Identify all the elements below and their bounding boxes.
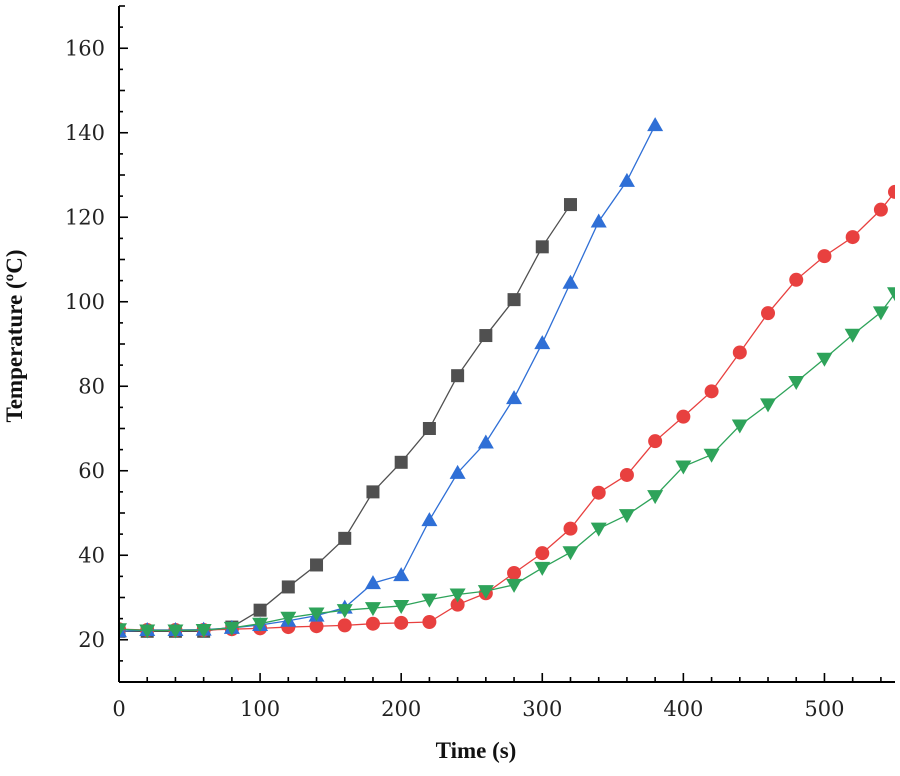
series-4-point bbox=[167, 624, 184, 639]
x-tick-label: 300 bbox=[522, 697, 562, 721]
y-tick-label: 80 bbox=[78, 374, 105, 398]
series-4-point bbox=[119, 623, 127, 638]
series-4 bbox=[119, 287, 895, 639]
series-2-point bbox=[535, 546, 550, 561]
y-axis-title: Temperature (ºC) bbox=[2, 249, 27, 422]
series-1-line bbox=[119, 204, 572, 632]
x-tick-label: 200 bbox=[381, 697, 421, 721]
series-4-point bbox=[731, 419, 748, 434]
y-tick-label: 60 bbox=[78, 459, 105, 483]
x-axis-ticks: 0 100 200 300 400 500 bbox=[112, 673, 882, 721]
series-1-point bbox=[310, 558, 324, 572]
series-4-point bbox=[223, 621, 240, 636]
series-4-point bbox=[534, 561, 551, 576]
series-4-point bbox=[703, 448, 720, 463]
series-2-point bbox=[648, 434, 663, 449]
series-3-point bbox=[618, 172, 635, 187]
series-2-point bbox=[873, 202, 888, 217]
series-3-point bbox=[534, 335, 551, 350]
x-tick-label: 500 bbox=[804, 697, 844, 721]
series-2-point bbox=[732, 345, 747, 360]
x-axis-title: Time (s) bbox=[436, 738, 517, 763]
series-3 bbox=[119, 117, 664, 638]
series-3-point bbox=[562, 274, 579, 289]
y-tick-label: 100 bbox=[65, 290, 105, 314]
series-2-point bbox=[365, 616, 380, 631]
series-1-point bbox=[281, 580, 295, 594]
series-3-point bbox=[393, 567, 410, 582]
series-4-point bbox=[421, 593, 438, 608]
series-4-point bbox=[590, 522, 607, 537]
series-1-point bbox=[535, 240, 549, 254]
series-4-point bbox=[139, 624, 156, 639]
series-2-point bbox=[450, 597, 465, 612]
series-4-point bbox=[308, 607, 325, 622]
series-1-point bbox=[338, 531, 352, 545]
y-tick-label: 120 bbox=[65, 205, 105, 229]
series-1-point bbox=[479, 329, 493, 343]
series-4-point bbox=[336, 604, 353, 619]
series-4-point bbox=[788, 376, 805, 391]
x-tick-label: 0 bbox=[112, 697, 125, 721]
series-1-point bbox=[563, 198, 577, 212]
series-2-point bbox=[619, 467, 634, 482]
series-2-point bbox=[676, 409, 691, 424]
y-tick-label: 20 bbox=[78, 628, 105, 652]
series-2-point bbox=[563, 521, 578, 536]
series-3-point bbox=[590, 213, 607, 228]
series-3-point bbox=[449, 464, 466, 479]
series-4-point bbox=[252, 617, 269, 632]
series-4-point bbox=[647, 490, 664, 505]
series-2-point bbox=[789, 272, 804, 287]
series-1-point bbox=[394, 455, 408, 469]
series-2-point bbox=[591, 485, 606, 500]
series-4-point bbox=[675, 460, 692, 475]
series-2-point bbox=[845, 230, 860, 245]
series-2-point bbox=[761, 306, 776, 321]
series-4-point bbox=[364, 602, 381, 617]
series-4-point bbox=[844, 328, 861, 343]
series-2-point bbox=[704, 384, 719, 399]
series-2-point bbox=[817, 249, 832, 264]
series-2-point bbox=[507, 565, 522, 580]
series-1-point bbox=[253, 603, 267, 617]
series-2-point bbox=[888, 184, 895, 199]
series-4-point bbox=[760, 398, 777, 413]
series-2-point bbox=[337, 618, 352, 633]
y-tick-label: 140 bbox=[65, 121, 105, 145]
series-4-point bbox=[477, 585, 494, 600]
y-tick-label: 160 bbox=[65, 36, 105, 60]
series-2-line bbox=[119, 191, 895, 631]
series-1-point bbox=[507, 293, 521, 307]
series-layer bbox=[119, 117, 895, 639]
series-4-point bbox=[618, 509, 635, 524]
series-4-point bbox=[562, 546, 579, 561]
series-4-point bbox=[280, 611, 297, 626]
series-4-point bbox=[393, 599, 410, 614]
series-3-point bbox=[364, 575, 381, 590]
series-4-point bbox=[449, 588, 466, 603]
series-2-point bbox=[422, 615, 437, 630]
y-tick-label: 40 bbox=[78, 543, 105, 567]
series-3-point bbox=[421, 512, 438, 527]
series-3-point bbox=[647, 117, 664, 132]
series-2-point bbox=[309, 619, 324, 634]
series-4-point bbox=[816, 352, 833, 367]
series-4-point bbox=[872, 306, 889, 321]
x-tick-label: 100 bbox=[240, 697, 280, 721]
series-3-point bbox=[506, 390, 523, 405]
series-1-point bbox=[451, 369, 465, 383]
series-3-point bbox=[477, 434, 494, 449]
series-4-point bbox=[887, 287, 895, 302]
x-tick-label: 400 bbox=[663, 697, 703, 721]
series-1-point bbox=[422, 422, 436, 435]
y-axis-ticks: 20 40 60 80 100 120 140 160 bbox=[65, 5, 128, 683]
series-4-point bbox=[506, 578, 523, 593]
series-2-point bbox=[394, 615, 409, 630]
series-1-point bbox=[366, 485, 380, 499]
series-4-point bbox=[195, 624, 212, 639]
